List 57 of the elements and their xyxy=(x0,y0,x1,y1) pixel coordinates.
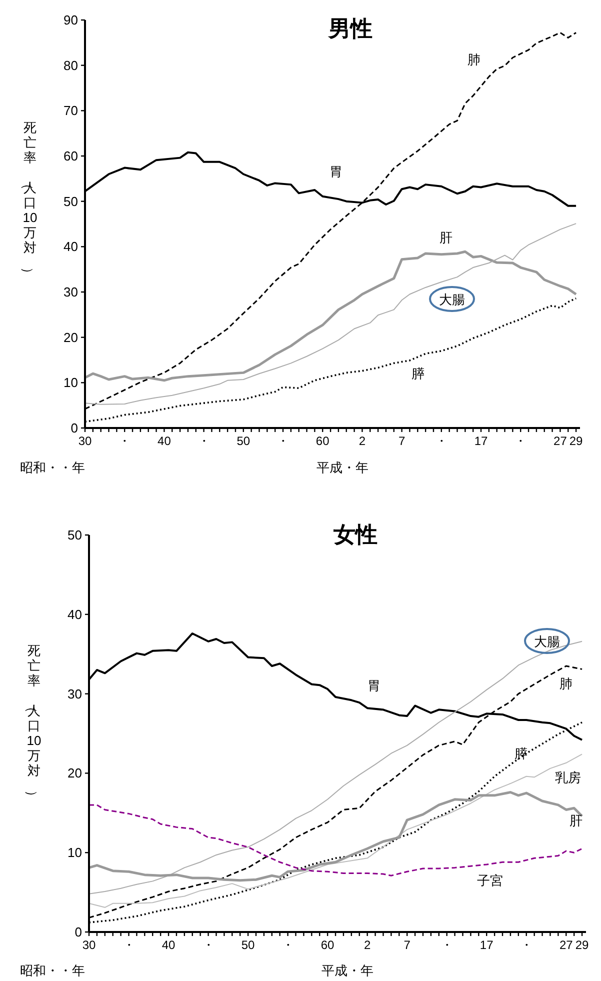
y-tick-label: 40 xyxy=(64,239,78,254)
x-tick-label: 60 xyxy=(320,938,335,952)
y-tick-label: 20 xyxy=(64,330,78,345)
series-label: 肺 xyxy=(560,676,572,691)
series-label: 胃 xyxy=(330,164,342,179)
y-tick-label: 50 xyxy=(64,194,78,209)
x-tick-label: 40 xyxy=(158,434,172,448)
y-tick-label: 80 xyxy=(64,58,78,73)
chart-title: 女性 xyxy=(332,522,378,547)
series-label: 肝 xyxy=(440,230,452,245)
y-tick-label: 40 xyxy=(68,606,82,622)
y-tick-label: 70 xyxy=(64,103,78,118)
series-label: 子宮 xyxy=(477,873,503,888)
x2-tick-label: 17 xyxy=(474,434,488,448)
y-tick-label: 30 xyxy=(64,284,78,300)
x-tick-label: 50 xyxy=(241,938,256,952)
y-tick-label: 90 xyxy=(64,12,78,28)
x2-tick-label: 27 xyxy=(554,434,568,448)
x-tick-label: 50 xyxy=(236,434,250,448)
y-tick-label: 50 xyxy=(68,528,82,542)
series-label: 膵 xyxy=(514,746,528,761)
x2-tick-label: 27 xyxy=(559,938,574,952)
x-tick-label: 30 xyxy=(82,938,96,952)
series-label: 乳房 xyxy=(555,770,581,785)
x-tick-label: ・ xyxy=(122,938,135,952)
series-label: 肝 xyxy=(570,813,582,828)
y-tick-label: 0 xyxy=(74,924,82,940)
x2-tick-label: 2 xyxy=(364,938,371,952)
x-tick-label: 60 xyxy=(316,434,330,448)
y-tick-label: 10 xyxy=(64,375,78,390)
x-tick-label: ・ xyxy=(277,434,289,448)
x-axis-title: 昭和・・年 xyxy=(20,460,85,475)
x-axis-title: 昭和・・年 xyxy=(20,963,85,978)
x2-tick-label: 2 xyxy=(358,434,366,448)
x2-tick-label: 17 xyxy=(480,938,494,952)
x-tick-label: ・ xyxy=(282,938,294,952)
series-label: 大腸 xyxy=(534,634,560,649)
x2-tick-label: 29 xyxy=(569,434,584,448)
x-tick-label: ・ xyxy=(198,434,210,448)
x-tick-label: ・ xyxy=(118,434,131,448)
y-tick-label: 30 xyxy=(68,686,82,702)
series-label: 膵 xyxy=(412,366,424,381)
x2-axis-title: 平成・年 xyxy=(316,460,368,475)
x2-tick-label: 29 xyxy=(575,938,590,952)
y-tick-label: 20 xyxy=(68,766,82,781)
y-tick-label: 0 xyxy=(70,420,78,436)
x2-tick-label: 7 xyxy=(398,434,406,448)
x2-tick-label: 7 xyxy=(404,938,411,952)
series-label: 胃 xyxy=(368,678,380,693)
y-tick-label: 60 xyxy=(64,148,78,164)
y-tick-label: 10 xyxy=(68,845,82,860)
x-tick-label: ・ xyxy=(202,938,214,952)
chart-title: 男性 xyxy=(328,16,372,41)
x-tick-label: 40 xyxy=(162,938,176,952)
x2-axis-title: 平成・年 xyxy=(322,963,374,978)
series-label: 肺 xyxy=(468,52,480,67)
series-label: 大腸 xyxy=(439,292,465,307)
